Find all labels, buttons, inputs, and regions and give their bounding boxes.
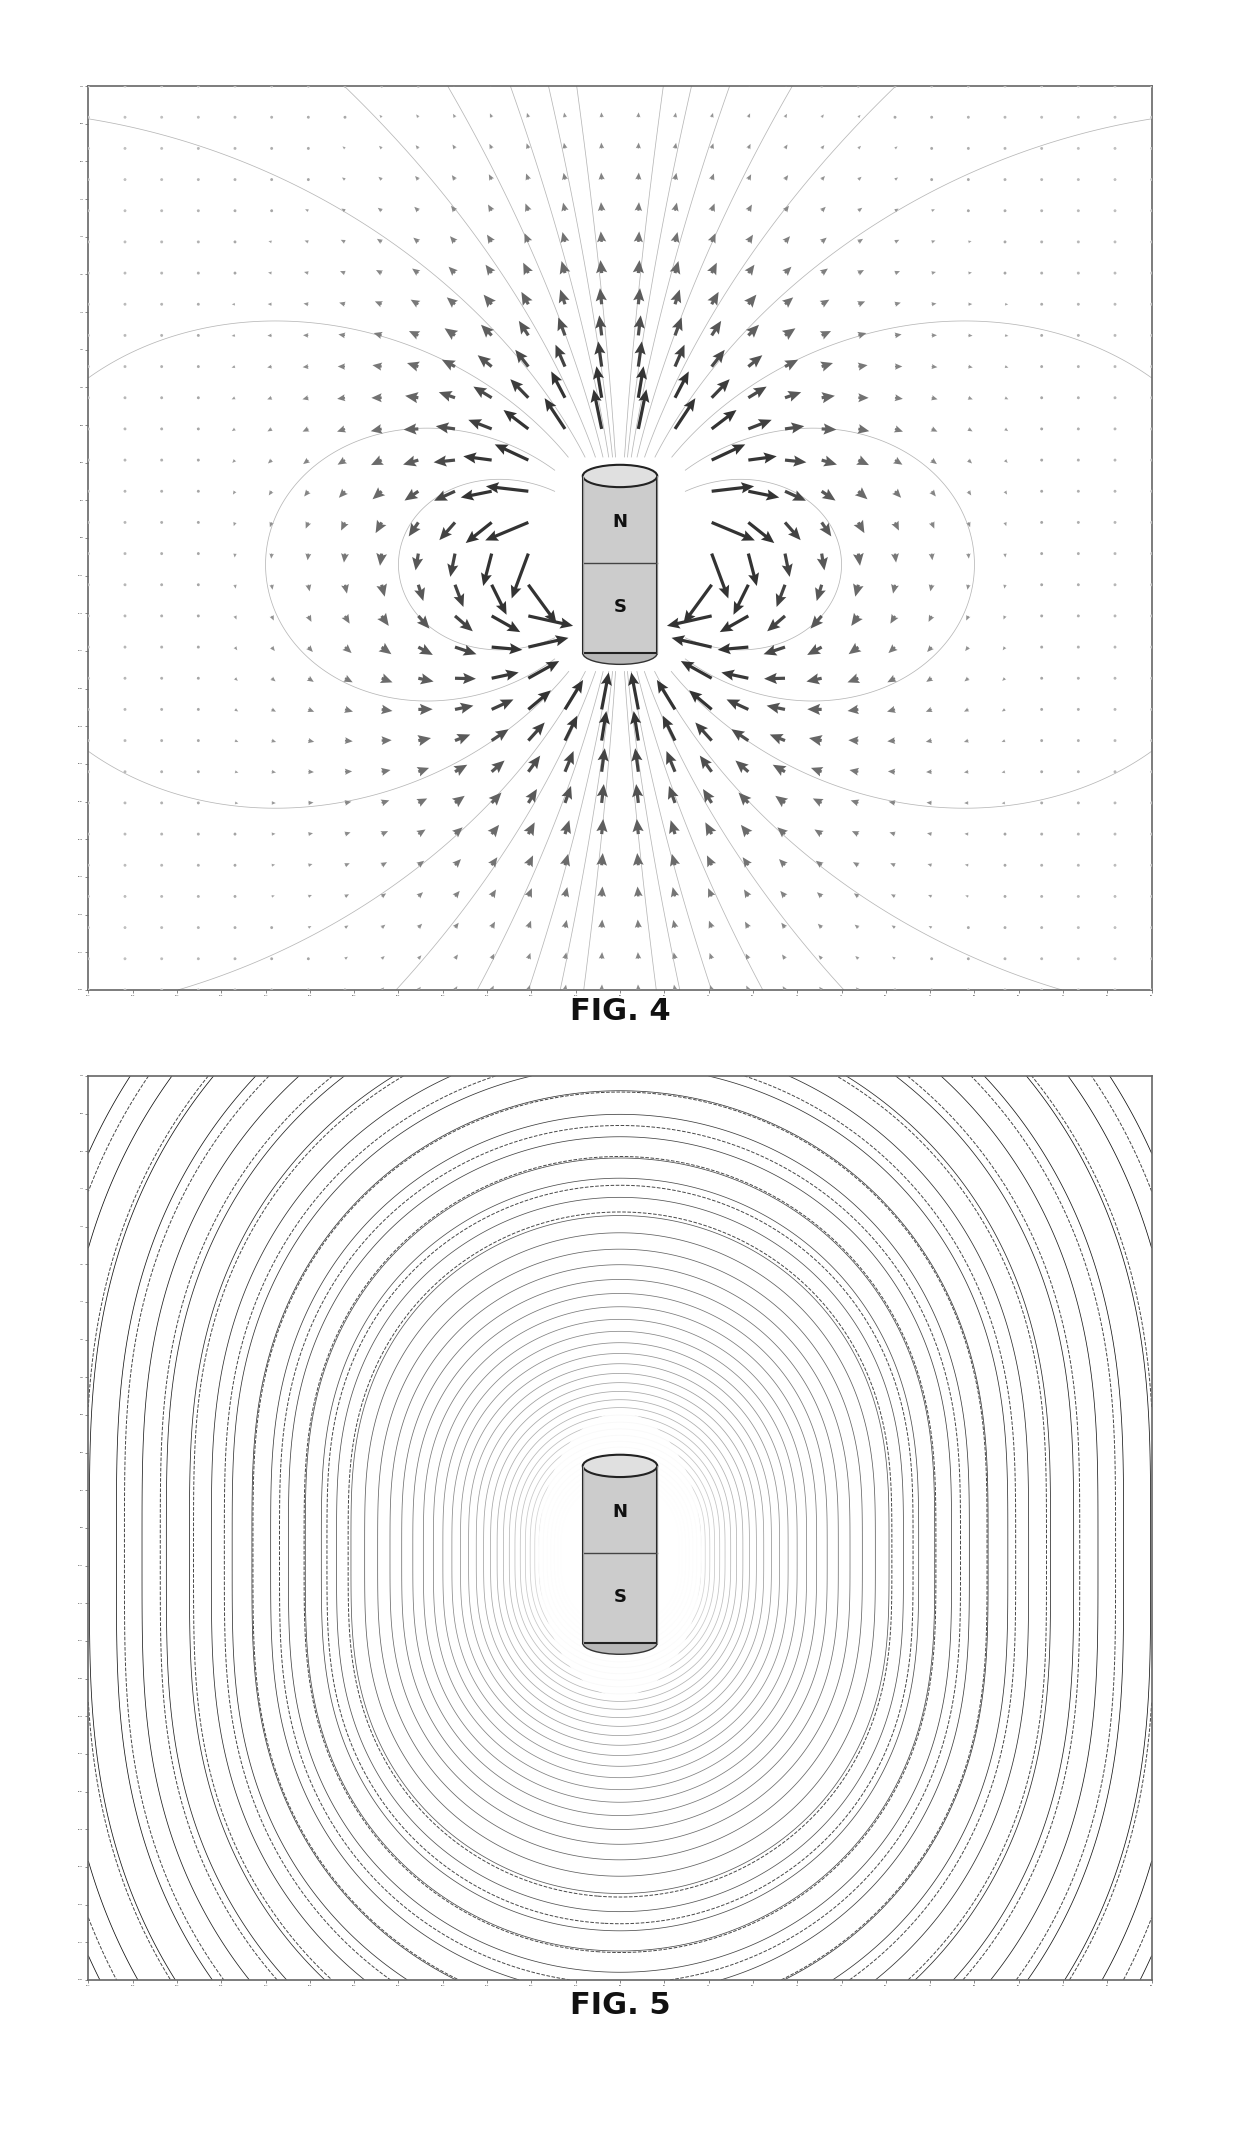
Text: N: N — [613, 1502, 627, 1521]
Ellipse shape — [583, 1631, 657, 1655]
Text: S: S — [614, 1588, 626, 1605]
Text: N: N — [613, 512, 627, 532]
Text: S: S — [614, 598, 626, 615]
Text: FIG. 5: FIG. 5 — [569, 1991, 671, 2021]
Bar — [583, 1466, 657, 1644]
Ellipse shape — [538, 1412, 702, 1696]
Bar — [583, 476, 657, 654]
Text: FIG. 4: FIG. 4 — [569, 996, 671, 1027]
Ellipse shape — [583, 641, 657, 665]
Ellipse shape — [583, 465, 657, 486]
Ellipse shape — [583, 1455, 657, 1476]
